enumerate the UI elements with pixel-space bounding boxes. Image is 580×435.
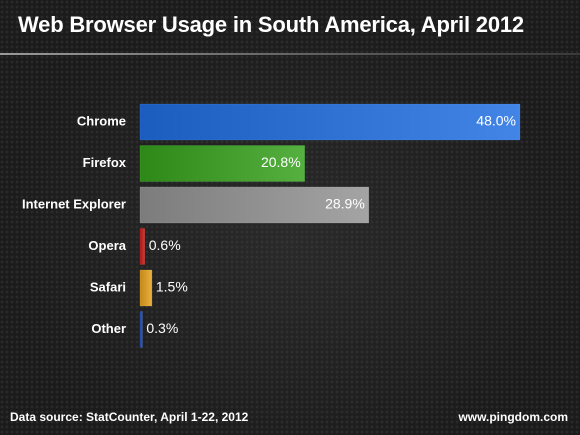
- category-label-other: Other: [91, 321, 126, 336]
- bar-safari: [139, 269, 153, 307]
- chart-title: Web Browser Usage in South America, Apri…: [18, 12, 524, 37]
- category-label-opera: Opera: [88, 238, 126, 253]
- bars-layer: Chrome 48.0% Firefox 20.8% Internet Explorer…: [22, 103, 521, 348]
- bar-chrome: [139, 103, 521, 141]
- value-label-other: 0.3%: [146, 320, 178, 336]
- data-source-note: Data source: StatCounter, April 1-22, 20…: [10, 410, 249, 424]
- category-label-firefox: Firefox: [83, 155, 127, 170]
- bar-firefox: [139, 145, 305, 182]
- category-label-chrome: Chrome: [77, 113, 126, 128]
- website-credit: www.pingdom.com: [458, 410, 568, 424]
- category-label-safari: Safari: [90, 279, 126, 294]
- bar-internet-explorer: [139, 186, 370, 224]
- category-label-internet-explorer: Internet Explorer: [22, 196, 126, 211]
- value-label-internet-explorer: 28.9%: [325, 196, 365, 212]
- value-label-opera: 0.6%: [149, 237, 181, 253]
- bar-other: [139, 311, 143, 348]
- value-label-safari: 1.5%: [156, 279, 188, 295]
- value-label-firefox: 20.8%: [261, 154, 301, 170]
- value-label-chrome: 48.0%: [476, 113, 516, 129]
- bar-opera: [139, 228, 146, 265]
- title-divider: [0, 53, 580, 55]
